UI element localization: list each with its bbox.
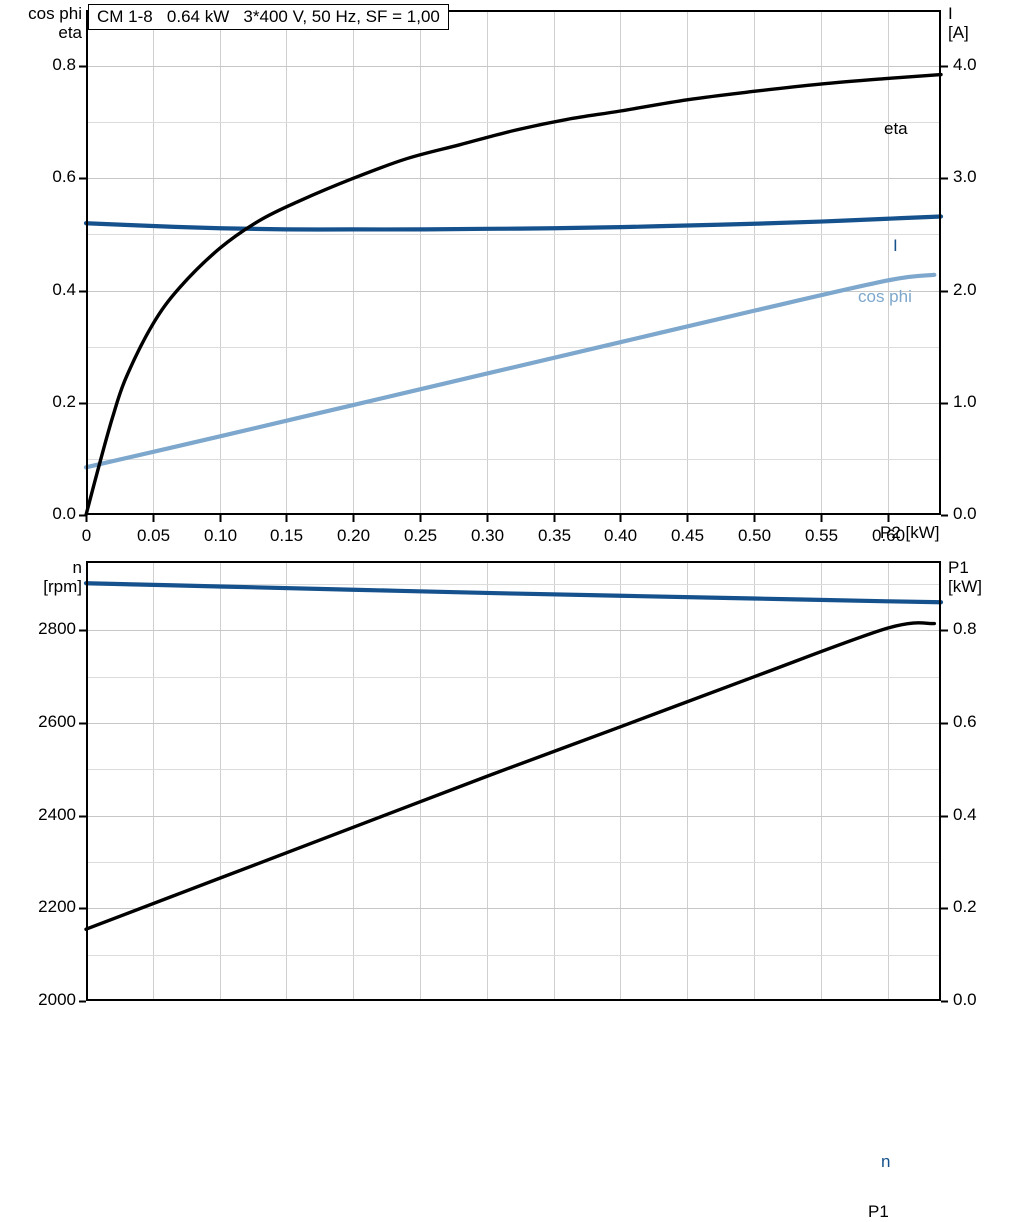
axis-tick-label: 2000	[38, 989, 76, 1009]
axis-tick-label: 4.0	[953, 54, 977, 74]
bottom-right-axis-title-line2: [kW]	[948, 577, 982, 596]
top-left-axis-title-line2: eta	[58, 23, 82, 42]
axis-tick-label: 2200	[38, 896, 76, 916]
axis-tick-label: 0.8	[52, 54, 76, 74]
top-curves	[83, 72, 944, 517]
axis-tick-label: 0.0	[953, 503, 977, 523]
top-left-axis-title: cos phi eta	[0, 4, 82, 42]
top-left-axis-title-line1: cos phi	[28, 4, 82, 23]
axis-tick-label: 0.30	[470, 526, 505, 545]
axis-tick-label: 0.4	[52, 279, 76, 299]
axis-tick-label: 3.0	[953, 166, 977, 186]
axis-tick-label: 0.15	[269, 526, 304, 545]
axis-tick-label: 0.25	[403, 526, 438, 545]
bottom-curves	[83, 581, 944, 931]
bottom-left-axis-title-line1: n	[72, 558, 82, 577]
axis-tick-label: 0.6	[953, 711, 977, 731]
curve-label-p1: P1	[868, 1202, 889, 1221]
axis-tick-label: 0.2	[953, 896, 977, 916]
axis-tick-label: 0.4	[953, 804, 977, 824]
axis-tick-label: 0.60	[871, 526, 906, 545]
bottom-chart-panel: n [rpm] P1 [kW] n P1 2000 2200 2400 2600 280…	[0, 551, 1024, 1221]
bottom-axis-ticks	[79, 629, 948, 1003]
bottom-plot-area	[86, 561, 941, 1001]
bottom-left-axis-title: n [rpm]	[0, 558, 82, 596]
axis-tick-label: 2600	[38, 711, 76, 731]
axis-tick-label: 0	[81, 526, 92, 545]
axis-tick-label: 0.50	[737, 526, 772, 545]
axis-tick-label: 0.2	[52, 391, 76, 411]
top-right-axis-title-line2: [A]	[948, 23, 969, 42]
axis-tick-label: 0.35	[537, 526, 572, 545]
bottom-right-axis-title: P1 [kW]	[948, 558, 1018, 596]
top-axis-ticks	[79, 65, 948, 522]
axis-tick-label: 0.6	[52, 166, 76, 186]
curve-label-speed: n	[881, 1152, 891, 1171]
curve-label-eta: eta	[884, 119, 908, 138]
axis-tick-label: 2400	[38, 804, 76, 824]
axis-tick-label: 1.0	[953, 391, 977, 411]
x-axis-title: P2 [kW]	[880, 523, 940, 542]
axis-tick-label: 0.40	[603, 526, 638, 545]
top-gridlines	[86, 10, 941, 515]
axis-tick-label: 0.10	[203, 526, 238, 545]
bottom-right-axis-title-line1: P1	[948, 558, 969, 577]
axis-tick-label: 0.0	[52, 503, 76, 523]
axis-tick-label: 0.0	[953, 989, 977, 1009]
bottom-left-axis-title-line2: [rpm]	[43, 577, 82, 596]
top-right-axis-title: I [A]	[948, 4, 1008, 42]
axis-tick-label: 0.45	[670, 526, 705, 545]
top-plot-area	[86, 10, 941, 515]
axis-tick-label: 0.8	[953, 618, 977, 638]
axis-tick-label: 0.55	[804, 526, 839, 545]
axis-tick-label: 2.0	[953, 279, 977, 299]
bottom-gridlines	[86, 561, 941, 1001]
top-right-axis-title-line1: I	[948, 4, 953, 23]
axis-tick-label: 0.05	[136, 526, 171, 545]
axis-tick-label: 2800	[38, 618, 76, 638]
axis-tick-label: 0.20	[336, 526, 371, 545]
chart-title-box: CM 1-8 0.64 kW 3*400 V, 50 Hz, SF = 1,00	[88, 4, 449, 30]
curve-label-current: I	[893, 236, 898, 255]
curve-label-cos-phi: cos phi	[858, 287, 912, 306]
top-chart-panel: cos phi eta I [A] CM 1-8 0.64 kW 3*400 V…	[0, 0, 1024, 545]
